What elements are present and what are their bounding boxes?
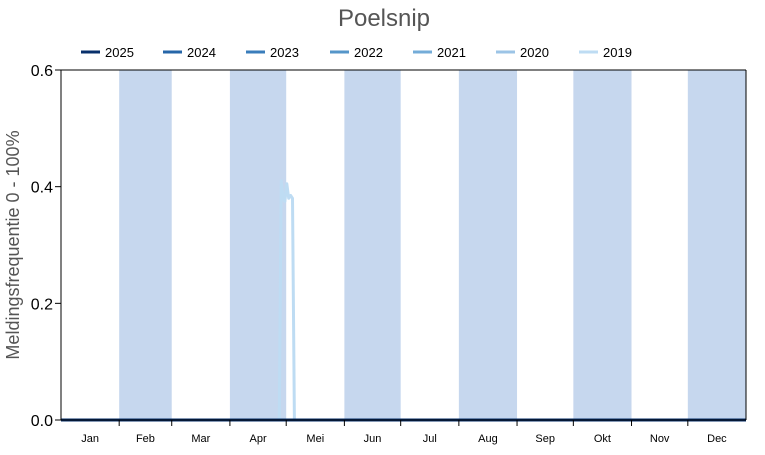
series-line-2019: [61, 179, 746, 422]
x-tick-label-aug: Aug: [478, 433, 498, 445]
x-tick-label-okt: Okt: [594, 433, 611, 445]
x-tick-label-sep: Sep: [535, 433, 555, 445]
y-axis-label: Meldingsfrequentie 0 - 100%: [3, 130, 23, 359]
legend-item-2024[interactable]: 2024: [163, 45, 216, 60]
x-tick-label-feb: Feb: [136, 433, 155, 445]
legend-label: 2019: [603, 45, 632, 60]
month-bands: [61, 70, 746, 420]
month-band-okt: [573, 70, 632, 420]
y-tick-label: 0.0: [31, 413, 53, 430]
legend-item-2022[interactable]: 2022: [330, 45, 383, 60]
x-tick-label-jan: Jan: [81, 433, 99, 445]
month-band-apr: [229, 70, 287, 420]
plot-background: [61, 70, 746, 420]
legend-label: 2021: [437, 45, 466, 60]
x-tick-label-nov: Nov: [650, 433, 670, 445]
legend: 2025 2024 2023 2022 2021 2020 2019: [81, 45, 632, 60]
x-tick-label-apr: Apr: [249, 433, 266, 445]
x-tick-label-mei: Mei: [306, 433, 324, 445]
y-tick-label: 0.2: [31, 296, 53, 313]
legend-label: 2023: [270, 45, 299, 60]
legend-label: 2020: [520, 45, 549, 60]
month-band-feb: [119, 70, 172, 420]
month-band-jun: [344, 70, 401, 420]
x-tick-label-mar: Mar: [191, 433, 210, 445]
month-band-aug: [458, 70, 518, 420]
legend-item-2020[interactable]: 2020: [496, 45, 549, 60]
legend-label: 2025: [105, 45, 134, 60]
legend-item-2025[interactable]: 2025: [81, 45, 134, 60]
legend-item-2021[interactable]: 2021: [413, 45, 466, 60]
legend-item-2019[interactable]: 2019: [579, 45, 632, 60]
x-tick-label-jul: Jul: [423, 433, 437, 445]
legend-label: 2024: [187, 45, 216, 60]
chart-title: Poelsnip: [338, 5, 430, 32]
x-tick-label-jun: Jun: [364, 433, 382, 445]
legend-item-2023[interactable]: 2023: [246, 45, 299, 60]
legend-label: 2022: [354, 45, 383, 60]
y-axis: 0.0 0.2 0.4 0.6: [31, 63, 747, 430]
x-tick-label-dec: Dec: [707, 433, 727, 445]
y-tick-label: 0.4: [31, 180, 53, 197]
y-tick-label: 0.6: [31, 63, 53, 80]
x-axis: Jan Feb Mar Apr Mei Jun Jul Aug Sep Okt Nov Dec: [61, 419, 746, 445]
month-band-dec: [687, 70, 746, 420]
